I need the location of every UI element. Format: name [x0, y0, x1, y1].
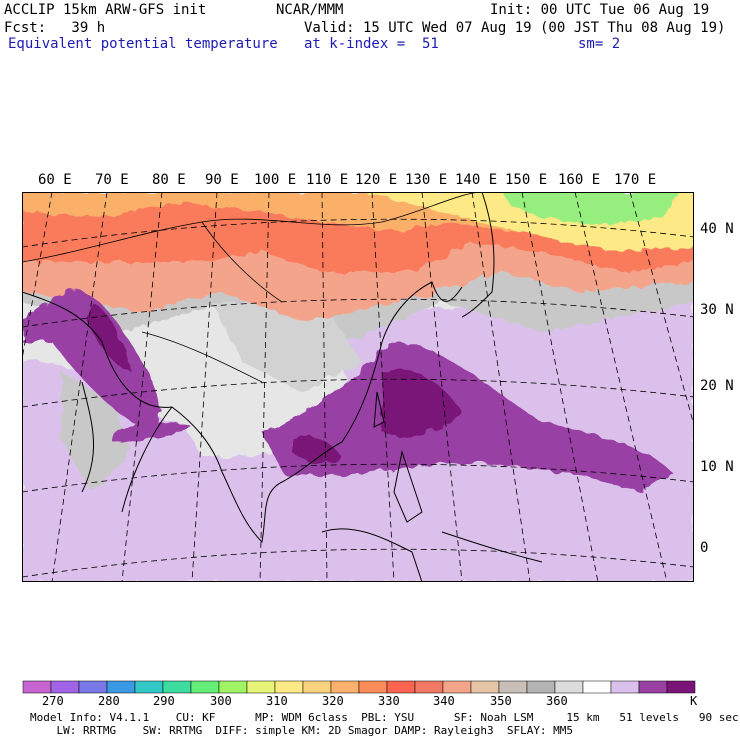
lilac-ne-pacific — [322, 302, 694, 452]
lon-label: 110 E — [306, 172, 349, 188]
colorbar-swatch — [50, 680, 80, 694]
colorbar-tick: 350 — [490, 694, 512, 708]
lon-label: 120 E — [355, 172, 398, 188]
colorbar-swatch — [666, 680, 696, 694]
colorbar-swatch — [330, 680, 360, 694]
colorbar-tick: 330 — [378, 694, 400, 708]
colorbar-swatch — [582, 680, 612, 694]
colorbar-swatch — [638, 680, 668, 694]
colorbar — [22, 680, 696, 694]
colorbar-swatch — [414, 680, 444, 694]
borders — [22, 192, 483, 383]
colorbar-unit: K — [690, 694, 698, 708]
lon-label: 130 E — [405, 172, 448, 188]
lon-label: 140 E — [455, 172, 498, 188]
institution-label: NCAR/MMM — [276, 2, 344, 18]
graticule — [22, 192, 694, 582]
lon-label: 100 E — [254, 172, 297, 188]
model-info-line1: Model Info: V4.1.1 CU: KF MP: WDM 6class… — [30, 711, 739, 724]
theta-e-map — [22, 192, 694, 582]
lon-label: 70 E — [95, 172, 129, 188]
lat-label: 20 N — [700, 378, 734, 394]
lat-label: 10 N — [700, 459, 734, 475]
colorbar-swatch — [302, 680, 332, 694]
colorbar-swatch — [162, 680, 192, 694]
lat-label: 0 — [700, 540, 709, 556]
init-time: Init: 00 UTC Tue 06 Aug 19 — [490, 2, 710, 18]
colorbar-tick: 320 — [322, 694, 344, 708]
colorbar-swatch — [554, 680, 584, 694]
colorbar-swatch — [386, 680, 416, 694]
colorbar-swatch — [218, 680, 248, 694]
colorbar-swatch — [610, 680, 640, 694]
lon-label: 80 E — [152, 172, 186, 188]
field-name: Equivalent potential temperature — [8, 36, 278, 52]
colorbar-swatch — [190, 680, 220, 694]
colorbar-swatch — [106, 680, 136, 694]
colorbar-tick: 290 — [153, 694, 175, 708]
model-info-line2: LW: RRTMG SW: RRTMG DIFF: simple KM: 2D … — [30, 724, 574, 737]
dark-purple-core — [382, 369, 462, 436]
gray-india — [62, 372, 132, 492]
model-title: ACCLIP 15km ARW-GFS init — [4, 2, 207, 18]
lon-label: 150 E — [505, 172, 548, 188]
colorbar-swatch — [78, 680, 108, 694]
gray-china — [212, 302, 362, 392]
colorbar-swatch — [246, 680, 276, 694]
lon-label: 60 E — [38, 172, 72, 188]
colorbar-tick: 270 — [42, 694, 64, 708]
lon-label: 160 E — [558, 172, 601, 188]
colorbar-swatch — [22, 680, 52, 694]
colorbar-swatch — [134, 680, 164, 694]
green-patch — [502, 192, 682, 227]
purple-himalaya — [22, 290, 159, 432]
lon-label: 170 E — [614, 172, 657, 188]
colorbar-swatch — [526, 680, 556, 694]
colorbar-tick: 300 — [210, 694, 232, 708]
lat-label: 40 N — [700, 221, 734, 237]
coastlines — [22, 192, 543, 582]
colorbar-swatch — [358, 680, 388, 694]
dark-purple-india — [87, 302, 132, 372]
lat-label: 30 N — [700, 302, 734, 318]
colorbar-tick: 310 — [266, 694, 288, 708]
valid-time: Valid: 15 UTC Wed 07 Aug 19 (00 JST Thu … — [304, 20, 726, 36]
colorbar-swatch — [442, 680, 472, 694]
colorbar-tick: 360 — [546, 694, 568, 708]
forecast-hour: Fcst: 39 h — [4, 20, 106, 36]
colorbar-swatch — [470, 680, 500, 694]
lon-label: 90 E — [205, 172, 239, 188]
colorbar-tick: 340 — [433, 694, 455, 708]
colorbar-swatch — [498, 680, 528, 694]
smoothing-label: sm= 2 — [578, 36, 621, 52]
purple-bay-bengal — [112, 421, 192, 442]
dark-purple-indochina — [292, 435, 342, 463]
level-index: at k-index = 51 — [304, 36, 439, 52]
colorbar-tick: 280 — [98, 694, 120, 708]
colorbar-swatch — [274, 680, 304, 694]
